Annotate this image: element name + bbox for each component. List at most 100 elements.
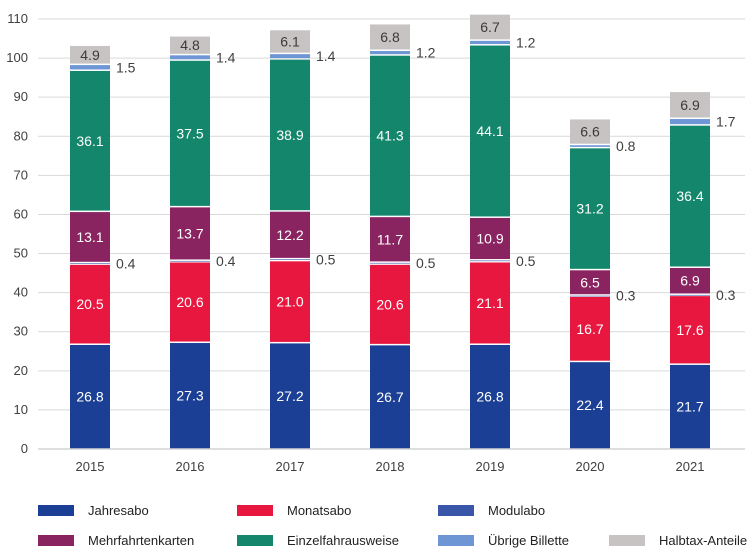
data-label: 21.0 — [276, 294, 303, 310]
data-label: 10.9 — [476, 230, 503, 246]
data-label: 21.7 — [676, 399, 703, 415]
bar-segment — [270, 261, 310, 342]
bar-segment — [570, 362, 610, 449]
bar-segment — [670, 119, 710, 125]
y-tick-label: 20 — [14, 363, 28, 378]
data-labels: 26.8 20.5 0.4 13.1 36.1 1.5 4.9 27.3 20.6 0.4 13.7… — [76, 19, 735, 415]
bar-segment — [370, 262, 410, 264]
legend-item: Übrige Billette — [438, 533, 569, 548]
bar-segment — [670, 364, 710, 449]
legend-item: Monatsabo — [237, 503, 351, 518]
legend-swatch — [438, 535, 474, 546]
bar-segment — [170, 207, 210, 260]
bar-segment — [170, 36, 210, 54]
bar-segment — [670, 296, 710, 364]
legend-swatch — [438, 505, 474, 516]
y-tick-label: 90 — [14, 89, 28, 104]
bar-segment — [470, 262, 510, 344]
bar-segment — [370, 264, 410, 344]
data-label: 26.8 — [476, 389, 503, 405]
data-label: 0.5 — [516, 253, 536, 269]
data-label: 20.6 — [376, 296, 403, 312]
legend-label: Übrige Billette — [488, 533, 569, 548]
bar-segment — [570, 295, 610, 297]
bar-segment — [370, 345, 410, 449]
legend-swatch — [38, 535, 74, 546]
data-label: 37.5 — [176, 125, 203, 141]
data-label: 0.4 — [216, 253, 236, 269]
bar-segment — [570, 296, 610, 361]
bar-segment — [70, 212, 110, 262]
data-label: 17.6 — [676, 322, 703, 338]
bar-segment — [70, 264, 110, 344]
legend-item: Einzelfahrausweise — [237, 533, 399, 548]
data-label: 11.7 — [377, 231, 403, 247]
data-label: 12.2 — [276, 227, 303, 243]
legend-swatch — [609, 535, 645, 546]
data-label: 27.3 — [176, 388, 203, 404]
bar-segment — [570, 119, 610, 144]
data-label: 27.2 — [276, 388, 303, 404]
data-label: 26.8 — [76, 389, 103, 405]
y-tick-label: 50 — [14, 246, 28, 261]
bar-segment — [370, 55, 410, 216]
bar-segment — [570, 270, 610, 295]
y-tick-label: 110 — [7, 11, 28, 26]
bar-segment — [470, 40, 510, 45]
bar-segment — [170, 262, 210, 342]
bar-segment — [70, 344, 110, 449]
data-label: 0.3 — [616, 288, 636, 304]
y-tick-label: 10 — [14, 402, 28, 417]
bars — [70, 14, 710, 449]
bar-segment — [470, 344, 510, 449]
legend-swatch — [237, 535, 273, 546]
x-tick-label: 2018 — [376, 459, 405, 474]
bar-segment — [670, 125, 710, 267]
bar-segment — [570, 148, 610, 269]
chart-plot: 0 10 20 30 40 50 60 70 80 90 100 110 26.8 20.5 0.4 13.… — [6, 11, 745, 474]
data-label: 1.4 — [316, 48, 336, 64]
bar-segment — [270, 59, 310, 211]
bar-segment — [470, 260, 510, 262]
data-label: 1.7 — [716, 114, 736, 130]
x-tick-label: 2021 — [676, 459, 705, 474]
y-tick-label: 70 — [14, 167, 28, 182]
bar-segment — [370, 51, 410, 55]
y-tick-label: 100 — [6, 50, 28, 65]
bar-segment — [370, 217, 410, 262]
data-label: 1.4 — [216, 49, 236, 65]
bar-segment — [670, 267, 710, 294]
y-tick-label: 80 — [14, 128, 28, 143]
data-label: 22.4 — [576, 397, 603, 413]
legend-label: Monatsabo — [287, 503, 352, 518]
legend-swatch — [38, 505, 74, 516]
data-label: 16.7 — [576, 321, 603, 337]
bar-segment — [270, 30, 310, 53]
data-label: 6.8 — [380, 29, 400, 45]
data-label: 4.8 — [180, 37, 200, 53]
data-label: 21.1 — [476, 295, 503, 311]
bar-segment — [170, 343, 210, 449]
legend-swatch — [237, 505, 273, 516]
data-label: 1.2 — [516, 34, 536, 50]
data-label: 6.1 — [280, 33, 300, 49]
bar-segment — [170, 60, 210, 206]
data-label: 6.9 — [680, 97, 700, 113]
bar-segment — [70, 65, 110, 70]
y-tick-label: 60 — [14, 206, 28, 221]
legend-item: Halbtax-Anteile — [609, 533, 747, 548]
data-label: 20.5 — [76, 296, 103, 312]
bar-segment — [270, 211, 310, 258]
data-label: 44.1 — [476, 123, 503, 139]
y-tick-label: 30 — [14, 324, 28, 339]
legend-label: Halbtax-Anteile — [659, 533, 748, 548]
data-label: 0.8 — [616, 138, 636, 154]
x-tick-label: 2017 — [276, 459, 305, 474]
legend-label: Mehrfahrtenkarten — [88, 533, 195, 548]
data-label: 13.7 — [176, 225, 203, 241]
data-label: 6.9 — [680, 273, 700, 289]
y-tick-label: 40 — [14, 285, 28, 300]
bar-segment — [70, 45, 110, 64]
bar-segment — [670, 294, 710, 296]
